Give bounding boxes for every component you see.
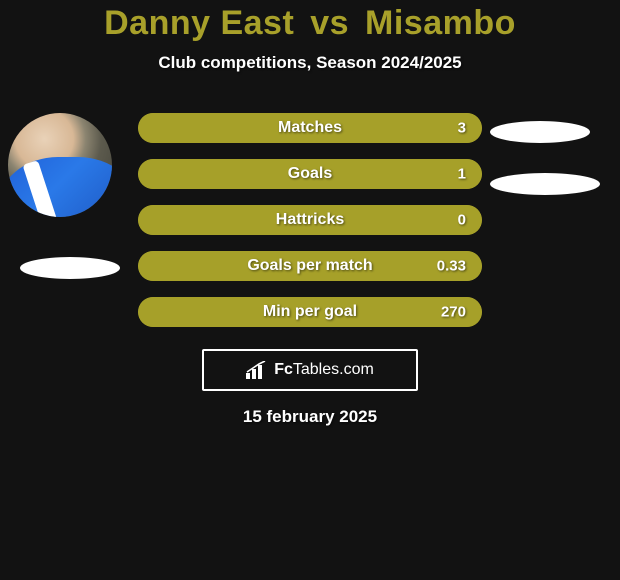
stat-label: Hattricks xyxy=(276,211,344,229)
stat-value: 0 xyxy=(458,212,466,229)
content-area: Matches 3 Goals 1 Hattricks 0 Goals per … xyxy=(0,115,620,335)
infographic-container: Danny East vs Misambo Club competitions,… xyxy=(0,0,620,580)
stat-label: Matches xyxy=(278,119,342,137)
branding-text: FcTables.com xyxy=(274,361,374,379)
stat-row-min-per-goal: Min per goal 270 xyxy=(138,297,482,327)
date-text: 15 february 2025 xyxy=(0,407,620,427)
page-title: Danny East vs Misambo xyxy=(0,4,620,43)
stat-row-goals-per-match: Goals per match 0.33 xyxy=(138,251,482,281)
stat-row-matches: Matches 3 xyxy=(138,113,482,143)
branding-prefix: Fc xyxy=(274,361,293,378)
vs-separator: vs xyxy=(310,4,349,42)
player1-club-badge xyxy=(20,257,120,279)
stat-value: 1 xyxy=(458,166,466,183)
subtitle: Club competitions, Season 2024/2025 xyxy=(0,53,620,73)
player1-avatar xyxy=(8,113,112,217)
stat-value: 0.33 xyxy=(437,258,466,275)
stat-label: Goals xyxy=(288,165,332,183)
branding-box: FcTables.com xyxy=(202,349,418,391)
player2-name: Misambo xyxy=(365,4,516,42)
stats-list: Matches 3 Goals 1 Hattricks 0 Goals per … xyxy=(138,113,482,343)
stat-label: Min per goal xyxy=(263,303,357,321)
player1-name: Danny East xyxy=(104,4,294,42)
stat-label: Goals per match xyxy=(247,257,372,275)
stat-value: 270 xyxy=(441,304,466,321)
player2-club-badge-1 xyxy=(490,121,590,143)
bar-chart-icon xyxy=(246,361,268,379)
stat-row-hattricks: Hattricks 0 xyxy=(138,205,482,235)
branding-rest: Tables.com xyxy=(293,361,374,378)
stat-row-goals: Goals 1 xyxy=(138,159,482,189)
player2-club-badge-2 xyxy=(490,173,600,195)
stat-value: 3 xyxy=(458,120,466,137)
